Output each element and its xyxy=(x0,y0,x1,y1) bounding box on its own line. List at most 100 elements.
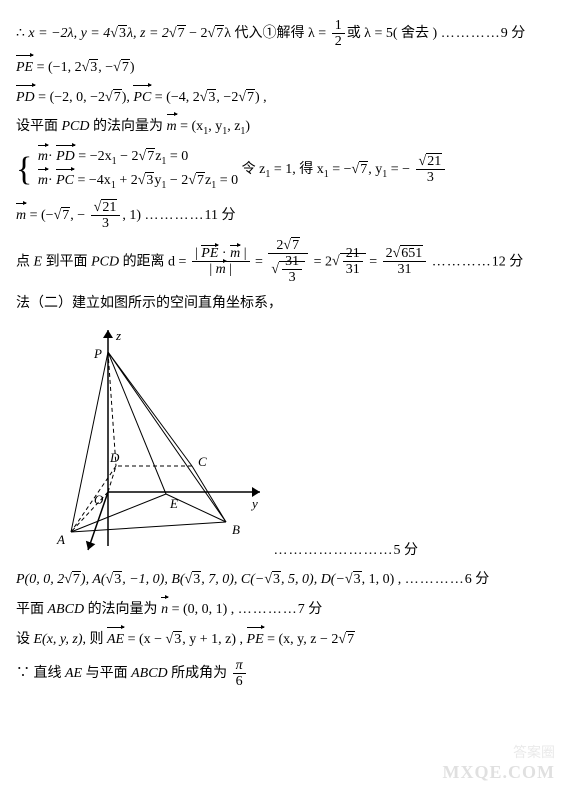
text: = (−2, 0, −2 xyxy=(35,90,105,105)
text: PCD xyxy=(62,119,90,134)
points: 11 分 xyxy=(205,208,236,223)
text: − 2 xyxy=(166,173,188,188)
text: ABCD xyxy=(131,666,168,681)
vector-m: m xyxy=(38,170,48,192)
vector-m: m xyxy=(167,115,177,139)
text: 到平面 xyxy=(42,254,91,269)
text: , 1, 0) , xyxy=(362,572,405,587)
sqrt-7: 7 xyxy=(113,56,130,80)
text: + 2 xyxy=(116,173,138,188)
text: , y xyxy=(368,162,382,177)
text: = (x − xyxy=(124,632,165,647)
points: 7 分 xyxy=(298,602,323,617)
svg-text:y: y xyxy=(250,496,258,511)
fraction: | PE · m | | m | xyxy=(190,246,252,278)
fraction: π6 xyxy=(231,658,248,690)
text: · xyxy=(48,149,56,164)
line-4: 设平面 PCD 的法向量为 m = (x1, y1, z1) xyxy=(16,115,547,140)
points: 6 分 xyxy=(465,572,490,587)
sqrt-3: 3 xyxy=(264,568,281,592)
text: ∵ 直线 xyxy=(16,666,65,681)
watermark-url: MXQE.COM xyxy=(443,757,555,788)
vector-pe: PE xyxy=(16,56,33,80)
line-3: PD = (−2, 0, −27), PC = (−4, 23, −27) , xyxy=(16,86,547,110)
points: 12 分 xyxy=(492,254,524,269)
sqrt-7: 7 xyxy=(338,628,355,652)
text: λ, z = 2 xyxy=(127,26,169,41)
text: = 2 xyxy=(314,254,332,269)
line-1: ∴ x = −2λ, y = 43λ, z = 27 − 27λ 代入①解得 λ… xyxy=(16,18,547,50)
line-12: ∵ 直线 AE 与平面 ABCD 所成角为 π6 xyxy=(16,658,547,690)
text: 的距离 d = xyxy=(119,254,190,269)
text: , 1) xyxy=(122,208,144,223)
points: 5 分 xyxy=(394,543,419,558)
text: = − xyxy=(329,162,352,177)
dots: ………… xyxy=(405,572,465,587)
sqrt-7: 7 xyxy=(352,158,369,182)
text: P(0, 0, 2 xyxy=(16,572,64,587)
vector-pd: PD xyxy=(56,146,75,168)
vector-ae: AE xyxy=(107,628,124,652)
sqrt-3: 3 xyxy=(110,22,127,46)
text: = (x, y, z − 2 xyxy=(264,632,339,647)
text: , − xyxy=(70,208,88,223)
text: 所成角为 xyxy=(168,666,231,681)
brace-body: m· PD = −2x1 − 27z1 = 0 m· PC = −4x1 + 2… xyxy=(38,146,238,194)
text: ABCD xyxy=(48,602,85,617)
vector-n: n xyxy=(161,598,168,622)
text: ), xyxy=(122,90,134,105)
fraction: 2651 31 xyxy=(381,246,429,278)
vector-m: m xyxy=(16,204,26,228)
svg-text:x: x xyxy=(83,550,90,554)
svg-text:D: D xyxy=(109,450,120,465)
text: , 则 xyxy=(82,632,107,647)
line-8: 法（二）建立如图所示的空间直角坐标系， xyxy=(16,292,547,316)
text: 或 λ = 5( 舍去 ) xyxy=(347,26,441,41)
text: = 0 xyxy=(216,173,238,188)
svg-text:A: A xyxy=(56,532,65,547)
sqrt-7: 7 xyxy=(238,86,255,110)
text: PCD xyxy=(91,254,119,269)
line-11: 设 E(x, y, z), 则 AE = (x − 3, y + 1, z) ,… xyxy=(16,628,547,652)
text: = (x xyxy=(177,119,204,134)
text: ∴ xyxy=(16,26,28,41)
sqrt-3: 3 xyxy=(138,170,155,192)
svg-text:C: C xyxy=(198,454,207,469)
svg-text:O: O xyxy=(94,492,104,507)
svg-text:z: z xyxy=(115,328,121,343)
text: 令 z xyxy=(242,162,266,177)
text: = −2x xyxy=(75,149,112,164)
line-7: 点 E 到平面 PCD 的距离 d = | PE · m | | m | = 2… xyxy=(16,238,547,286)
svg-text:P: P xyxy=(93,346,102,361)
line-5: { m· PD = −2x1 − 27z1 = 0 m· PC = −4x1 +… xyxy=(16,146,547,194)
sqrt-3: 3 xyxy=(166,628,183,652)
text: = 0 xyxy=(166,149,188,164)
sqrt-3: 3 xyxy=(345,568,362,592)
vector-pe: PE xyxy=(247,628,264,652)
text: , 5, 0), D(− xyxy=(281,572,345,587)
dots: ………… xyxy=(441,26,501,41)
sqrt-7: 7 xyxy=(208,22,225,46)
text: x = −2λ, y = 4 xyxy=(28,26,110,41)
text: AE xyxy=(65,666,82,681)
dots: ………… xyxy=(432,254,492,269)
brace-row-1: m· PD = −2x1 − 27z1 = 0 xyxy=(38,146,238,170)
text: , y + 1, z) , xyxy=(182,632,246,647)
text: ) xyxy=(130,60,135,75)
text: E(x, y, z) xyxy=(34,632,83,647)
text: 设 xyxy=(16,632,34,647)
coordinate-figure: PABCDEOzyx ……………………5 分 xyxy=(16,324,547,563)
vector-pc: PC xyxy=(56,170,74,192)
text: = −4x xyxy=(74,173,111,188)
svg-text:E: E xyxy=(169,496,178,511)
sqrt-7: 7 xyxy=(64,568,81,592)
fraction: 12 xyxy=(330,18,347,50)
text: 设平面 xyxy=(16,119,62,134)
text: − 2 xyxy=(186,26,208,41)
line-6: m = (−7, − 213, 1) …………11 分 xyxy=(16,200,547,232)
text: = − xyxy=(387,162,413,177)
sqrt-7: 7 xyxy=(169,22,186,46)
vector-pc: PC xyxy=(133,86,151,110)
dots: …………………… xyxy=(274,543,394,558)
vector-m: m xyxy=(38,146,48,168)
